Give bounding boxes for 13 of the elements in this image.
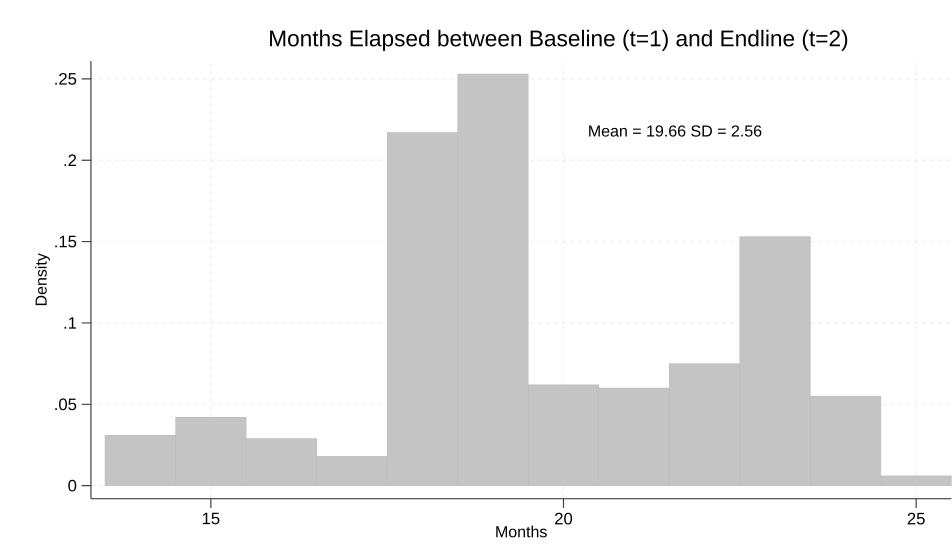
y-tick-label: 0 [68,480,76,492]
x-axis-title: Months [496,526,547,538]
y-axis-title: Density [35,253,50,306]
x-tick-label: 25 [908,512,925,525]
y-tick-label: .1 [64,317,76,329]
y-tick-label: .15 [55,236,76,248]
y-tick-label: .25 [55,73,76,85]
y-tick-label: .05 [55,398,76,410]
x-tick-label: 20 [555,512,572,525]
chart-title: Months Elapsed between Baseline (t=1) and Endline (t=2) [270,30,848,52]
x-tick-label: 15 [202,512,220,525]
y-tick-label: .2 [64,154,76,166]
annotation: Mean = 19.66 SD = 2.56 [589,126,762,137]
